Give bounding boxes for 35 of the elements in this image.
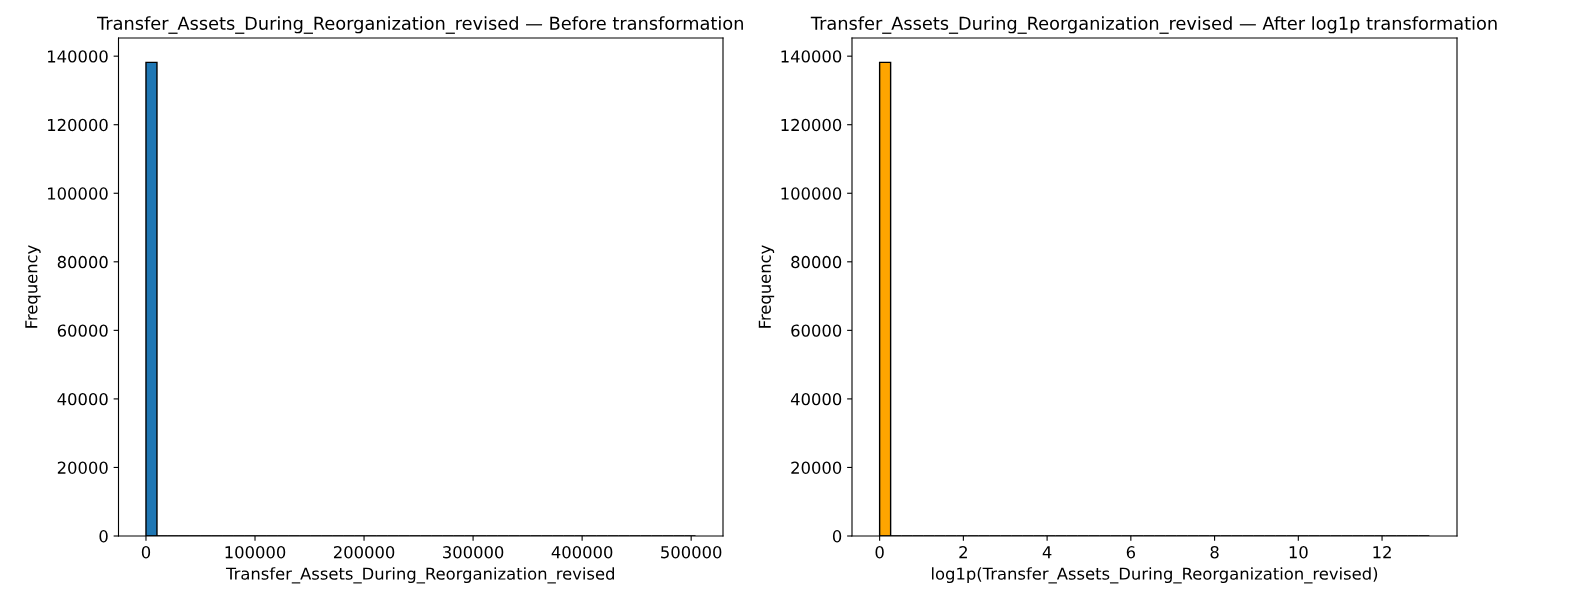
y-tick-label: 60000 [57,324,108,337]
y-tick-label: 40000 [57,392,108,406]
y-tick-label: 60000 [791,324,842,337]
y-tick-label: 0 [99,530,108,543]
y-tick-label: 20000 [791,461,842,474]
y-tick-label: 120000 [48,118,108,132]
y-tick-label: 100000 [48,187,108,200]
y-tick-label: 80000 [57,255,108,269]
y-tick-label: 80000 [791,255,842,269]
x-tick-label: 8 [1210,546,1219,559]
x-tick-label: 100000 [225,546,286,559]
x-tick-label: 10 [1289,546,1308,559]
y-tick-label: 40000 [790,392,842,406]
chart-title: Transfer_Assets_During_Reorganization_revised — After log1p transformation [810,16,1497,34]
x-tick-label: 0 [141,546,151,559]
y-tick-label: 140000 [48,50,108,63]
x-tick-label: 4 [1042,546,1052,559]
y-tick-label: 0 [832,530,842,543]
x-axis-title: log1p(Transfer_Assets_During_Reorganization_revised) [932,567,1378,584]
x-tick-label: 6 [1126,546,1136,559]
x-tick-label: 200000 [333,546,395,559]
y-tick-label: 20000 [57,461,108,474]
chart-title: Transfer_Assets_During_Reorganization_revised — Before transformation [96,16,743,34]
y-tick-label: 140000 [781,50,842,63]
x-tick-label: 0 [875,546,884,559]
x-tick-label: 300000 [443,546,504,559]
x-tick-label: 12 [1373,546,1391,559]
x-tick-label: 2 [959,546,967,559]
y-axis-title: Frequency [758,245,775,328]
x-axis-title: Transfer_Assets_During_Reorganization_revised [225,567,614,584]
y-tick-label: 100000 [781,187,842,200]
y-axis-title: Frequency [25,245,41,328]
x-tick-label: 500000 [661,546,722,559]
x-tick-label: 400000 [551,546,613,559]
y-tick-label: 120000 [781,118,842,132]
